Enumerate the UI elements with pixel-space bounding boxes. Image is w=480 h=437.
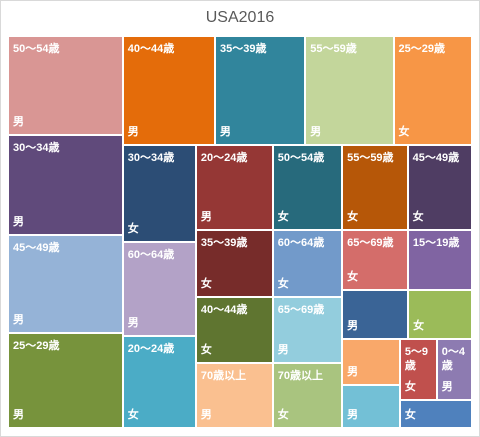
tile-label: 70歳以上	[200, 369, 247, 382]
tile: 65～69歳女	[342, 230, 408, 291]
tile-sex: 男	[127, 126, 139, 139]
tile: 50～54歳女	[272, 145, 343, 231]
tile: 5～9歳女	[399, 338, 437, 400]
tile: 55～59歳男	[305, 36, 394, 146]
tile: 15～19歳	[407, 230, 472, 291]
tile-sex: 男	[310, 126, 322, 139]
tile-label: 0～4歳	[441, 345, 466, 372]
tile: 70歳以上男	[195, 362, 273, 428]
tile-sex: 女	[277, 408, 289, 421]
tile: 0～4歳男	[436, 338, 472, 400]
tile-sex: 女	[412, 211, 424, 224]
tile: 20～24歳男	[195, 145, 273, 231]
tile-sex: 女	[127, 222, 139, 235]
tile: 25～29歳男	[8, 332, 123, 428]
tile: 25～29歳女	[393, 36, 472, 146]
tile-label: 25～29歳	[398, 43, 445, 55]
tile: 30～34歳女	[122, 145, 196, 242]
tile-sex: 女	[398, 126, 410, 139]
tile-label: 25～29歳	[13, 339, 60, 352]
tile: 60～64歳女	[272, 230, 343, 297]
tile-sex: 男	[13, 313, 24, 326]
tile: 30～34歳男	[8, 134, 123, 235]
tile-sex: 女	[277, 277, 289, 290]
tile-sex: 女	[127, 408, 139, 421]
tile-label: 65～69歳	[277, 303, 325, 316]
tile-sex: 女	[347, 271, 359, 284]
tile: 60～64歳男	[122, 241, 196, 336]
tile-sex: 女	[277, 211, 289, 224]
tile: 55～59歳女	[342, 145, 408, 231]
tile: 男	[342, 290, 409, 339]
tile-label: 55～59歳	[310, 43, 357, 55]
tile: 40～44歳男	[122, 36, 215, 146]
tile-label: 60～64歳	[277, 237, 325, 250]
tile-label: 60～64歳	[127, 248, 175, 261]
tile-sex: 男	[13, 215, 24, 228]
tile: 40～44歳女	[195, 297, 273, 363]
tile: 45～49歳女	[407, 145, 472, 231]
tile-sex: 男	[347, 366, 359, 379]
chart-title: USA2016	[205, 9, 275, 26]
tile-sex: 女	[347, 211, 359, 224]
tile: 45～49歳男	[8, 234, 123, 333]
tile-label: 50～54歳	[13, 43, 60, 55]
tile-sex: 男	[219, 126, 231, 139]
tile-sex: 男	[347, 319, 359, 332]
tile: 女	[408, 290, 472, 339]
tile-sex: 男	[13, 408, 24, 421]
tile-label: 15～19歳	[412, 237, 460, 250]
tile-label: 20～24歳	[200, 152, 248, 165]
tile-sex: 女	[404, 408, 416, 421]
tile-label: 40～44歳	[200, 304, 248, 317]
tile-label: 45～49歳	[412, 152, 460, 165]
tile-sex: 男	[441, 380, 453, 393]
tile: 女	[399, 399, 472, 428]
tile-sex: 男	[200, 408, 212, 421]
tile: 50～54歳男	[8, 36, 123, 135]
tile-label: 45～49歳	[13, 241, 60, 254]
tile-sex: 女	[413, 319, 425, 332]
tile-label: 40～44歳	[127, 43, 175, 55]
tile: 70歳以上女	[272, 363, 343, 428]
tile-sex: 女	[200, 278, 212, 291]
tile-sex: 男	[200, 211, 212, 224]
tile-sex: 女	[200, 343, 212, 356]
tile: 20～24歳女	[122, 335, 196, 428]
tile: 男	[342, 338, 400, 386]
plot-area: 50～54歳男 30～34歳男 45～49歳男 25～29歳男 40～44歳男 35～39…	[8, 36, 472, 428]
tile: 35～39歳男	[214, 36, 306, 146]
tile-label: 55～59歳	[347, 152, 394, 165]
tile-label: 30～34歳	[13, 141, 60, 154]
tile-sex: 男	[347, 408, 359, 421]
tile-sex: 男	[277, 344, 289, 357]
tile-sex: 男	[127, 316, 139, 329]
tile-label: 35～39歳	[200, 237, 248, 250]
tile-label: 30～34歳	[127, 152, 175, 165]
tile-label: 65～69歳	[347, 237, 394, 250]
tile: 男	[342, 385, 400, 428]
tile-label: 5～9歳	[404, 345, 429, 372]
tile-sex: 男	[13, 115, 24, 128]
tile-label: 70歳以上	[277, 370, 323, 383]
tile-sex: 女	[404, 380, 416, 393]
tile: 35～39歳女	[195, 230, 273, 298]
tile-label: 35～39歳	[219, 43, 267, 55]
tile-label: 50～54歳	[277, 152, 325, 165]
tile: 65～69歳男	[272, 296, 343, 364]
tile-label: 20～24歳	[127, 342, 175, 355]
